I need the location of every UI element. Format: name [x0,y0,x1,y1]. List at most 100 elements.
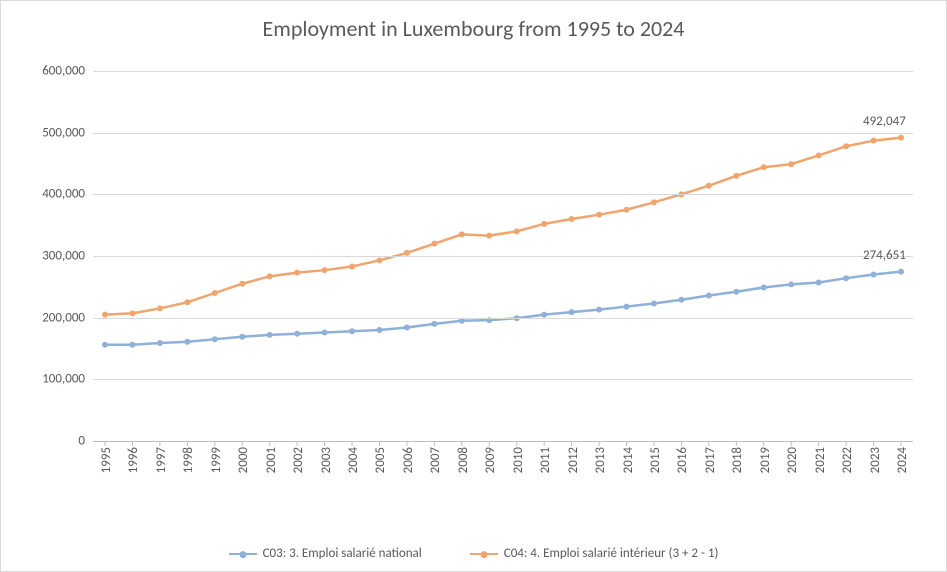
x-tick-label: 2009 [483,447,498,473]
series-marker [569,216,575,222]
x-tick-label: 2018 [730,447,745,473]
legend-swatch-c04 [470,553,498,555]
series-marker [129,310,135,316]
x-tick-label: 2004 [346,447,361,473]
series-marker [624,304,630,310]
x-tick-label: 2021 [813,447,828,473]
x-tick-label: 2005 [373,447,388,473]
x-tick-label: 2002 [291,447,306,473]
x-tick-label: 2006 [401,447,416,473]
series-marker [816,280,822,286]
x-tick-label: 2017 [703,447,718,473]
series-marker [678,297,684,303]
series-line [105,272,901,345]
series-marker [898,269,904,275]
series-marker [871,272,877,278]
series-marker [129,342,135,348]
x-tick-label: 2011 [538,447,553,473]
series-marker [157,340,163,346]
series-marker [239,281,245,287]
series-marker [733,289,739,295]
series-marker [871,138,877,144]
series-marker [267,332,273,338]
x-tick-label: 2007 [428,447,443,473]
x-tick-label: 2020 [785,447,800,473]
x-tick-label: 2023 [868,447,883,473]
series-marker [431,241,437,247]
gridline [93,379,913,380]
series-marker [514,228,520,234]
gridline [93,318,913,319]
series-marker [761,164,767,170]
series-marker [459,231,465,237]
series-marker [404,325,410,331]
gridline [93,441,913,442]
series-marker [541,221,547,227]
series-marker [322,329,328,335]
series-marker [157,305,163,311]
legend-label-c03: C03: 3. Emploi salarié national [263,546,422,561]
x-tick-label: 2024 [895,447,910,473]
series-marker [651,199,657,205]
series-marker [349,328,355,334]
y-tick-label: 600,000 [42,64,85,79]
gridline [93,71,913,72]
x-tick-label: 1997 [154,447,169,473]
gridline [93,133,913,134]
series-marker [184,339,190,345]
series-line [105,138,901,315]
y-tick-label: 100,000 [42,372,85,387]
series-marker [706,292,712,298]
x-tick-label: 1998 [181,447,196,473]
x-tick-label: 2022 [840,447,855,473]
x-tick-label: 1996 [126,447,141,473]
series-marker [651,300,657,306]
series-marker [376,327,382,333]
legend-item-c04: C04: 4. Emploi salarié intérieur (3 + 2 … [470,546,719,561]
y-tick-label: 200,000 [42,310,85,325]
x-tick-label: 2013 [593,447,608,473]
series-marker [239,334,245,340]
x-tick-label: 2015 [648,447,663,473]
series-marker [376,257,382,263]
y-tick-label: 0 [78,434,85,449]
x-tick-label: 2019 [758,447,773,473]
series-marker [596,307,602,313]
x-tick-label: 2016 [675,447,690,473]
series-marker [843,143,849,149]
series-marker [267,273,273,279]
legend-swatch-c03 [229,553,257,555]
gridline [93,194,913,195]
series-marker [431,321,437,327]
plot-area: 0100,000200,000300,000400,000500,000600,… [93,71,913,441]
series-marker [212,336,218,342]
gridline [93,256,913,257]
chart-title: Employment in Luxembourg from 1995 to 20… [1,15,946,42]
series-marker [788,161,794,167]
data-label: 274,651 [863,248,906,263]
legend: C03: 3. Emploi salarié national C04: 4. … [1,546,946,561]
x-tick-label: 2000 [236,447,251,473]
series-marker [761,284,767,290]
series-marker [349,263,355,269]
series-marker [486,233,492,239]
series-marker [212,290,218,296]
x-tick-label: 2008 [456,447,471,473]
legend-label-c04: C04: 4. Emploi salarié intérieur (3 + 2 … [504,546,719,561]
series-marker [184,299,190,305]
series-marker [294,331,300,337]
series-marker [706,183,712,189]
series-marker [596,212,602,218]
series-marker [569,309,575,315]
x-tick-label: 2003 [319,447,334,473]
x-tick-label: 2010 [511,447,526,473]
series-marker [294,270,300,276]
x-tick-label: 2001 [264,447,279,473]
y-tick-label: 300,000 [42,249,85,264]
y-tick-label: 500,000 [42,125,85,140]
legend-item-c03: C03: 3. Emploi salarié national [229,546,422,561]
series-marker [788,281,794,287]
series-marker [816,152,822,158]
x-tick-label: 1995 [99,447,114,473]
x-tick-label: 2014 [621,447,636,473]
